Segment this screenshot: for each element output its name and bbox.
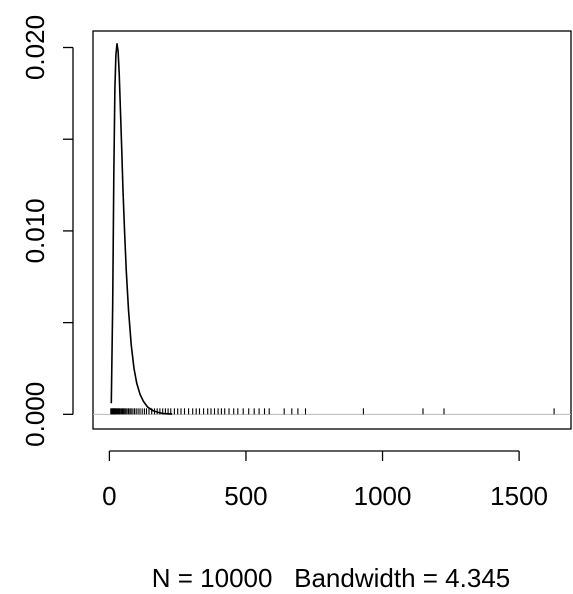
x-axis: 0 500 1000 1500	[102, 450, 548, 511]
x-tick-label: 1500	[490, 481, 548, 511]
y-tick-label: 0.020	[20, 15, 50, 80]
x-tick-label: 0	[102, 481, 116, 511]
y-tick-label: 0.000	[20, 382, 50, 447]
y-axis: 0.000 0.010 0.020	[20, 15, 74, 447]
x-tick-label: 1000	[354, 481, 412, 511]
plot-frame	[92, 30, 572, 430]
y-tick-label: 0.010	[20, 198, 50, 263]
rug-marks	[110, 408, 555, 415]
density-curve	[110, 43, 173, 415]
x-axis-label: N = 10000 Bandwidth = 4.345	[152, 563, 511, 593]
x-tick-label: 500	[224, 481, 267, 511]
